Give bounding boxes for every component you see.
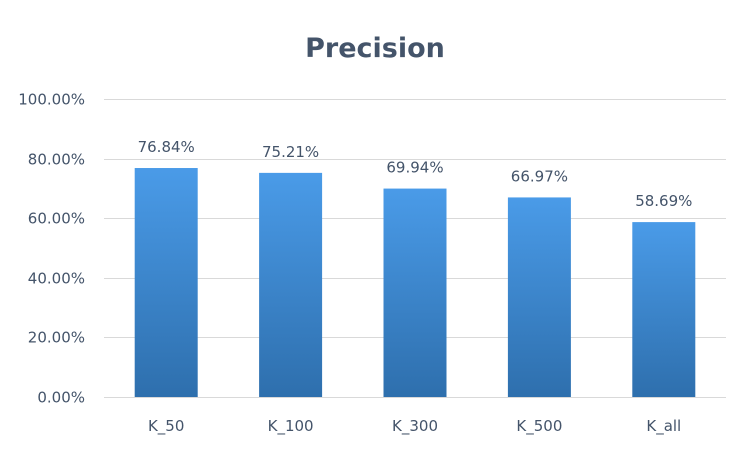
chart-title: Precision xyxy=(305,33,445,64)
bar-k-500 xyxy=(507,197,571,397)
x-tick-label: K_all xyxy=(646,417,681,436)
y-tick-label: 0.00% xyxy=(37,389,85,407)
data-label: 75.21% xyxy=(262,143,319,161)
x-tick-label: K_500 xyxy=(516,417,562,436)
data-label: 76.84% xyxy=(138,138,195,156)
y-axis-tick-labels: 0.00% 20.00% 40.00% 60.00% 80.00% 100.00% xyxy=(18,91,85,407)
data-label: 69.94% xyxy=(386,159,443,177)
bar-k-100 xyxy=(259,172,323,397)
y-tick-label: 100.00% xyxy=(18,91,85,109)
data-label: 66.97% xyxy=(511,167,568,185)
bar-k-all xyxy=(632,222,696,397)
x-axis-tick-labels: K_50 K_100 K_300 K_500 K_all xyxy=(148,417,681,436)
bar-k-50 xyxy=(134,168,198,397)
x-tick-label: K_300 xyxy=(392,417,438,436)
y-tick-label: 80.00% xyxy=(28,151,85,169)
y-tick-label: 40.00% xyxy=(28,270,85,288)
data-labels: 76.84% 75.21% 69.94% 66.97% 58.69% xyxy=(138,138,693,210)
data-label: 58.69% xyxy=(635,192,692,210)
y-tick-label: 20.00% xyxy=(28,329,85,347)
x-tick-label: K_50 xyxy=(148,417,184,436)
y-tick-label: 60.00% xyxy=(28,210,85,228)
x-tick-label: K_100 xyxy=(268,417,314,436)
bars xyxy=(134,168,696,397)
bar-k-300 xyxy=(383,188,447,397)
